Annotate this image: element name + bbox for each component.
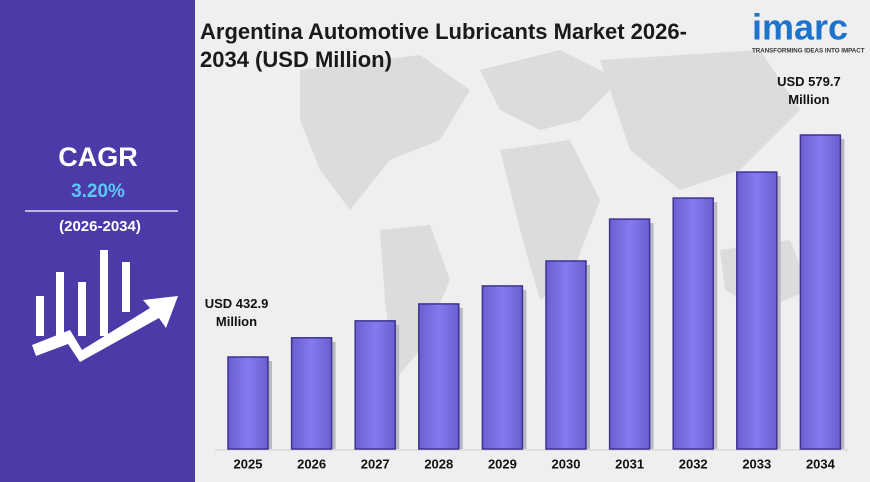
x-tick-label: 2027	[361, 456, 390, 471]
bar	[290, 337, 333, 450]
x-tick-label: 2031	[615, 456, 644, 471]
x-tick-label: 2030	[552, 456, 581, 471]
x-tick-label: 2033	[742, 456, 771, 471]
x-tick-label: 2028	[424, 456, 453, 471]
bar	[481, 285, 524, 450]
cagr-period: (2026-2034)	[59, 218, 141, 235]
bar	[672, 197, 714, 450]
bar	[418, 303, 460, 450]
x-tick-label: 2032	[679, 456, 708, 471]
map-background	[300, 50, 810, 380]
cagr-value: 3.20%	[71, 181, 125, 202]
side-panel	[0, 0, 195, 482]
growth-icon	[32, 250, 178, 362]
bar	[354, 320, 396, 450]
x-tick-label: 2026	[297, 456, 326, 471]
logo-tagline: TRANSFORMING IDEAS INTO IMPACT	[752, 48, 865, 55]
x-tick-label: 2029	[488, 456, 517, 471]
bar	[227, 356, 269, 450]
bar	[799, 134, 842, 450]
value-label: USD 432.9 Million	[204, 296, 269, 329]
chart-title: Argentina Automotive Lubricants Market 2…	[200, 19, 687, 72]
x-tick-label: 2025	[234, 456, 263, 471]
bar	[545, 260, 587, 450]
bar	[608, 218, 651, 450]
value-label: USD 579.7 Million	[777, 74, 841, 107]
x-tick-label: 2034	[806, 456, 836, 471]
cagr-label: CAGR	[58, 142, 138, 172]
bar	[736, 171, 778, 450]
logo-name: imarc	[752, 7, 848, 48]
